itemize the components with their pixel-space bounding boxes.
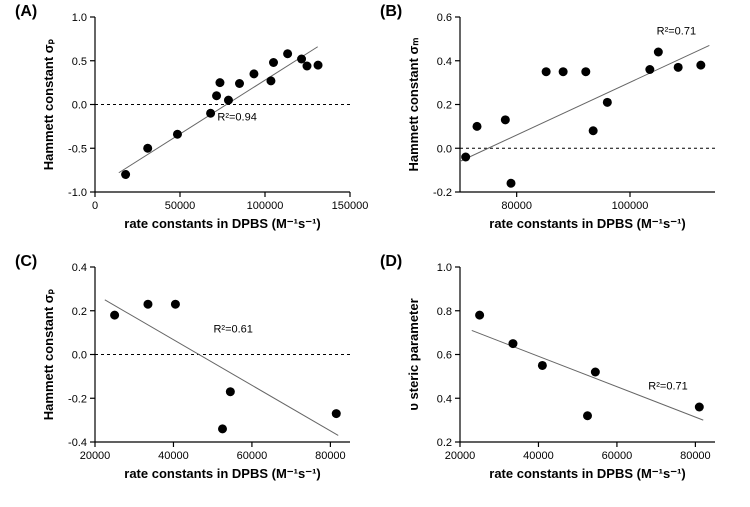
svg-text:20000: 20000: [445, 450, 476, 462]
svg-text:1.0: 1.0: [72, 12, 87, 24]
panel-d-svg: 20000 40000 60000 80000 0.2 0.4 0.6 0.8 1.0 R²=0.…: [400, 255, 735, 495]
svg-text:100000: 100000: [612, 200, 649, 212]
svg-text:υ steric parameter: υ steric parameter: [406, 298, 421, 410]
svg-text:0.5: 0.5: [72, 56, 87, 68]
svg-text:0.8: 0.8: [437, 306, 452, 318]
svg-text:50000: 50000: [165, 200, 196, 212]
svg-text:60000: 60000: [602, 450, 633, 462]
svg-text:Hammett constant σₘ: Hammett constant σₘ: [406, 37, 421, 171]
svg-text:80000: 80000: [315, 450, 346, 462]
svg-text:0.2: 0.2: [437, 100, 452, 112]
panel-b-svg: 80000 100000 -0.2 0.0 0.2 0.4 0.6 R²=0.71 rate c…: [400, 5, 735, 245]
svg-text:0.0: 0.0: [72, 100, 87, 112]
svg-text:0.2: 0.2: [437, 437, 452, 449]
panel-label-d: (D): [380, 253, 402, 271]
svg-text:rate constants in DPBS (M⁻¹s⁻¹: rate constants in DPBS (M⁻¹s⁻¹): [489, 466, 685, 481]
figure: (A) 0 50000 100000 150000 -1.0 -0.5 0.0 0.5 1.0 R…: [0, 0, 750, 507]
svg-text:150000: 150000: [332, 200, 369, 212]
svg-text:40000: 40000: [158, 450, 189, 462]
svg-text:80000: 80000: [501, 200, 532, 212]
svg-text:-1.0: -1.0: [68, 187, 87, 199]
svg-text:R²=0.71: R²=0.71: [657, 26, 696, 38]
svg-text:0.0: 0.0: [72, 350, 87, 362]
svg-text:1.0: 1.0: [437, 262, 452, 274]
svg-text:80000: 80000: [680, 450, 711, 462]
panel-label-b: (B): [380, 3, 402, 21]
panel-label-a: (A): [15, 3, 37, 21]
svg-text:-0.4: -0.4: [68, 437, 87, 449]
svg-text:20000: 20000: [80, 450, 111, 462]
panel-a-svg: 0 50000 100000 150000 -1.0 -0.5 0.0 0.5 1.0 R²=0.…: [35, 5, 370, 245]
svg-text:R²=0.61: R²=0.61: [213, 324, 252, 336]
svg-text:0: 0: [92, 200, 98, 212]
panel-a: 0 50000 100000 150000 -1.0 -0.5 0.0 0.5 1.0 R²=0.…: [35, 5, 370, 245]
svg-text:-0.5: -0.5: [68, 143, 87, 155]
svg-text:-0.2: -0.2: [433, 187, 452, 199]
svg-text:rate constants in DPBS (M⁻¹s⁻¹: rate constants in DPBS (M⁻¹s⁻¹): [124, 466, 320, 481]
panel-b: 80000 100000 -0.2 0.0 0.2 0.4 0.6 R²=0.71 rate c…: [400, 5, 735, 245]
svg-text:0.6: 0.6: [437, 12, 452, 24]
svg-text:0.0: 0.0: [437, 143, 452, 155]
panel-c: 20000 40000 60000 80000 -0.4 -0.2 0.0 0.2 0.4 R²=…: [35, 255, 370, 495]
svg-text:60000: 60000: [237, 450, 268, 462]
svg-text:Hammett constant σₚ: Hammett constant σₚ: [41, 288, 56, 420]
svg-text:Hammett constant σₚ: Hammett constant σₚ: [41, 38, 56, 170]
svg-text:-0.2: -0.2: [68, 393, 87, 405]
svg-text:40000: 40000: [523, 450, 554, 462]
svg-text:0.6: 0.6: [437, 350, 452, 362]
svg-text:0.2: 0.2: [72, 306, 87, 318]
svg-text:rate constants in DPBS (M⁻¹s⁻¹: rate constants in DPBS (M⁻¹s⁻¹): [489, 216, 685, 231]
svg-text:0.4: 0.4: [437, 56, 452, 68]
svg-text:R²=0.94: R²=0.94: [217, 111, 256, 123]
panel-c-svg: 20000 40000 60000 80000 -0.4 -0.2 0.0 0.2 0.4 R²=…: [35, 255, 370, 495]
svg-text:rate constants in DPBS (M⁻¹s⁻¹: rate constants in DPBS (M⁻¹s⁻¹): [124, 216, 320, 231]
panel-d: 20000 40000 60000 80000 0.2 0.4 0.6 0.8 1.0 R²=0.…: [400, 255, 735, 495]
svg-text:100000: 100000: [247, 200, 284, 212]
svg-text:R²=0.71: R²=0.71: [648, 381, 687, 393]
svg-text:0.4: 0.4: [437, 393, 452, 405]
svg-text:0.4: 0.4: [72, 262, 87, 274]
panel-label-c: (C): [15, 253, 37, 271]
